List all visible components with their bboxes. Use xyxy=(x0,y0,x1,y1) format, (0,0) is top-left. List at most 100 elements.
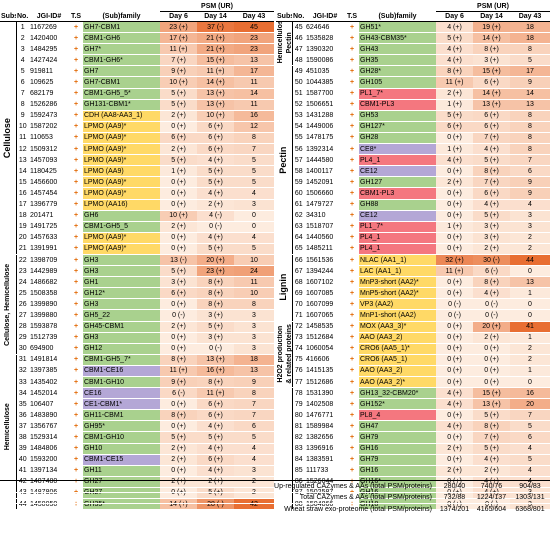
data-row: 55 1478175 + GH28 0 (+) 7 (+) 8 xyxy=(276,132,550,145)
summary-value: 1224/137 xyxy=(473,492,510,504)
psm-value: 1 (+) xyxy=(160,165,197,178)
psm-value: 4 (+) xyxy=(197,232,234,244)
row-number: 63 xyxy=(291,221,305,233)
data-row: 30 694900 + GH12 0 (+) 0 (-) 3 xyxy=(0,343,274,355)
jgi-id: 1509312 xyxy=(29,143,69,156)
family: LPMO (AA9)* xyxy=(83,187,160,200)
psm-value: 0 (-) xyxy=(197,221,234,233)
family: CE16 xyxy=(83,387,160,400)
family: GH79 xyxy=(359,454,436,466)
psm-value: 0 (+) xyxy=(436,320,473,333)
family: GH11 xyxy=(83,465,160,477)
family: PL4_1 xyxy=(359,243,436,255)
row-number: 18 xyxy=(15,210,29,222)
jgi-id: 416606 xyxy=(305,354,345,366)
psm-value: 4 (+) xyxy=(436,154,473,167)
row-number: 53 xyxy=(291,110,305,122)
psm-value: 0 (+) xyxy=(436,343,473,355)
data-row: 17 1396779 + LPMO (AA16) 0 (+) 2 (+) 3 xyxy=(0,199,274,211)
family: CBM1-CE16 xyxy=(83,365,160,378)
ts-mark: + xyxy=(345,54,359,67)
psm-value: 2 (+) xyxy=(436,443,473,455)
psm-value: 18 xyxy=(510,32,550,45)
jgi-id: 1607102 xyxy=(305,276,345,289)
psm-value: 4 xyxy=(234,454,274,466)
psm-value: 6 (+) xyxy=(473,121,510,133)
psm-value: 3 xyxy=(234,321,274,333)
ts-mark: + xyxy=(345,409,359,422)
data-row: 61 1479727 + GH88 0 (+) 4 (+) 4 xyxy=(276,199,550,211)
ts-mark: + xyxy=(69,20,83,34)
family: CBM1-GH6 xyxy=(83,32,160,45)
ts-mark: + xyxy=(345,154,359,167)
psm-value: 13 (-) xyxy=(160,253,197,267)
psm-value: 0 (+) xyxy=(160,343,197,355)
family: CE12 xyxy=(359,210,436,222)
psm-value: 0 (-) xyxy=(436,298,473,311)
psm-value: 7 xyxy=(234,143,274,156)
psm-value: 8 xyxy=(234,298,274,311)
family: GH1 xyxy=(83,276,160,289)
psm-value: 3 (+) xyxy=(160,276,197,289)
jgi-id: 1535828 xyxy=(305,32,345,45)
row-number: 13 xyxy=(15,154,29,167)
jgi-id: 1402508 xyxy=(305,398,345,411)
summary-value: 280/40 xyxy=(436,480,473,493)
psm-value: 0 (+) xyxy=(473,343,510,355)
psm-value: 24 xyxy=(234,265,274,278)
psm-value: 4 (+) xyxy=(197,465,234,477)
summary-row: Wheat straw exo-proteome (total PSM/prot… xyxy=(0,503,550,516)
family: PL4_1 xyxy=(359,232,436,244)
row-number: 9 xyxy=(15,110,29,122)
psm-value: 0 (+) xyxy=(436,232,473,244)
psm-value: 7 (+) xyxy=(473,176,510,189)
psm-value: 14 (+) xyxy=(473,88,510,100)
psm-value: 5 (+) xyxy=(160,265,197,278)
family: GH6 xyxy=(83,210,160,222)
row-number: 81 xyxy=(291,420,305,433)
psm-value: 1 xyxy=(510,332,550,344)
row-number: 72 xyxy=(291,320,305,333)
psm-value: 2 (+) xyxy=(197,199,234,211)
psm-value: 0 (+) xyxy=(160,232,197,244)
summary-row: Up-regulated CAZymes & AAs (total PSM/pr… xyxy=(0,480,550,493)
psm-value: 4 xyxy=(510,465,550,477)
substrate-group: Lignin xyxy=(276,253,293,322)
psm-value: 2 xyxy=(510,232,550,244)
psm-value: 0 (+) xyxy=(160,199,197,211)
psm-value: 3 xyxy=(510,210,550,222)
family: GH3 xyxy=(83,332,160,344)
psm-value: 11 xyxy=(234,99,274,111)
family: GH7-CBM1 xyxy=(83,20,160,34)
psm-value: 8 (+) xyxy=(160,409,197,422)
psm-value: 4 (+) xyxy=(436,420,473,433)
family: MnP1-short (AA2) xyxy=(359,309,436,322)
family: CE8* xyxy=(359,143,436,156)
substrate-group: Pectin xyxy=(276,65,293,255)
ts-mark: + xyxy=(345,332,359,344)
header-day: Day 14 xyxy=(197,11,234,22)
psm-value: 0 (+) xyxy=(436,210,473,222)
summary-value: 740/76 xyxy=(473,480,510,493)
ts-mark: + xyxy=(345,65,359,78)
family: NLAC (AA1_1) xyxy=(359,253,436,267)
ts-mark: + xyxy=(69,32,83,45)
summary-value: 1303/131 xyxy=(510,492,550,504)
jgi-id: 1512684 xyxy=(305,332,345,344)
row-number: 17 xyxy=(15,199,29,211)
summary-value: 1374/201 xyxy=(436,503,473,516)
data-row: 83 1396916 + GH16 2 (+) 5 (+) 4 xyxy=(276,443,550,455)
data-row: 53 1431288 + GH53 5 (+) 6 (+) 8 xyxy=(276,110,550,122)
psm-value: 3 (+) xyxy=(197,332,234,344)
ts-mark: + xyxy=(69,343,83,355)
jgi-id: 1396779 xyxy=(29,199,69,211)
row-number: 14 xyxy=(15,165,29,178)
data-row: 19 1491725 + CBM1-GH5_5 2 (+) 0 (-) 0 xyxy=(0,221,274,233)
psm-value: 0 (+) xyxy=(436,165,473,178)
ts-mark: + xyxy=(345,165,359,178)
jgi-id: 1449006 xyxy=(305,121,345,133)
family: GH7-CBM1 xyxy=(83,76,160,89)
header-subs: Subs. xyxy=(276,2,292,22)
row-number: 19 xyxy=(15,221,29,233)
